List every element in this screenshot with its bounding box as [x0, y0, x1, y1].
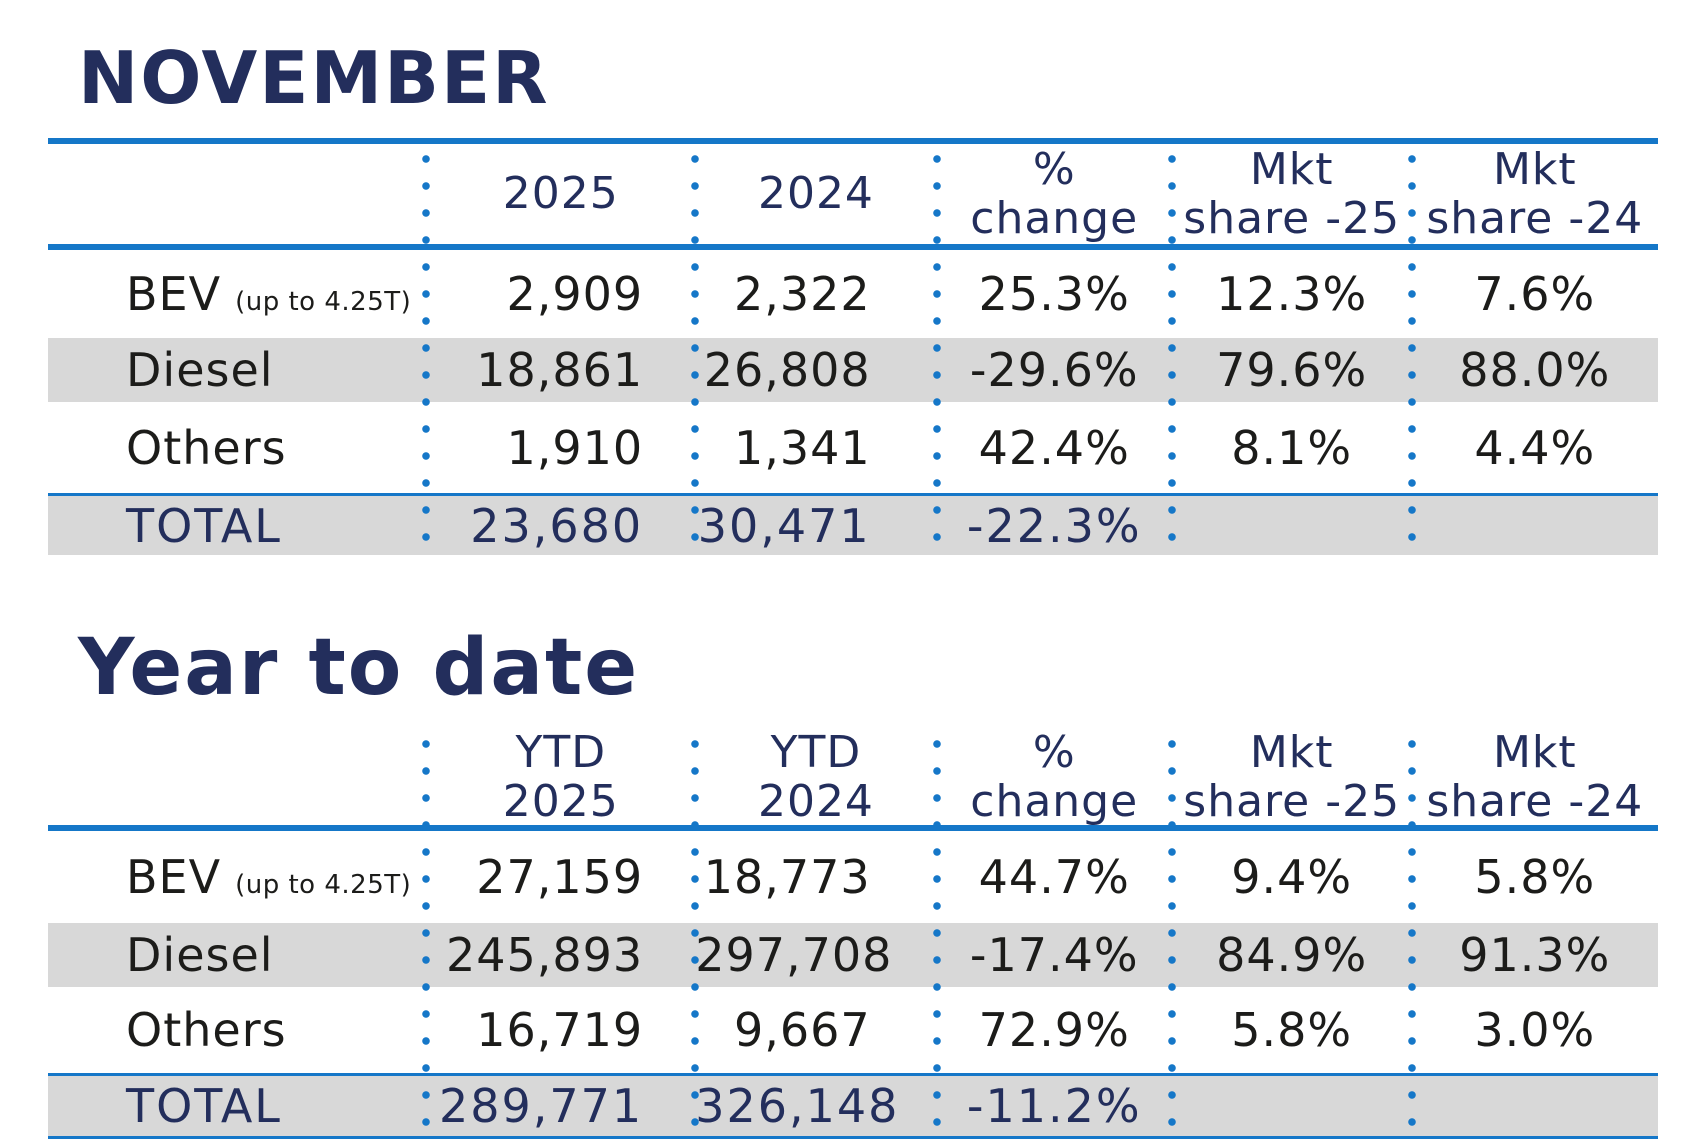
cell-2025: 23,680: [470, 498, 644, 553]
cell-2025: 1,910: [506, 420, 644, 475]
ytd-title: Year to date: [78, 623, 640, 713]
cell-2025: 2,909: [506, 267, 644, 321]
ytd-header-rule: [48, 825, 1658, 831]
cell-2024: 30,471: [697, 498, 871, 553]
cell-ytd-2025: 27,159: [476, 850, 644, 904]
november-table: 2025 2024 % change Mkt share -25 Mkt sha…: [48, 144, 1658, 555]
row-label-bev: BEV (up to 4.25T): [48, 850, 426, 904]
row-label-total: TOTAL: [126, 1079, 282, 1133]
row-label-diesel: Diesel: [126, 928, 274, 982]
cell-pct-change: 25.3%: [978, 267, 1130, 321]
row-label-others: Others: [126, 1003, 287, 1057]
table-row-bev: BEV (up to 4.25T) 2,909 2,322 25.3% 12.3%…: [48, 250, 1658, 338]
cell-pct-change: 44.7%: [978, 850, 1130, 904]
ytd-total-rule: [48, 1073, 1658, 1076]
cell-mkt-share-24: 4.4%: [1474, 420, 1596, 475]
table-row-diesel: Diesel 245,893 297,708 -17.4% 84.9% 91.3…: [48, 923, 1658, 987]
column-header-ytd-2024: YTD 2024: [757, 726, 874, 827]
cell-pct-change: -17.4%: [969, 928, 1139, 982]
cell-mkt-share-25: 12.3%: [1216, 267, 1368, 321]
table-row-others: Others 16,719 9,667 72.9% 5.8% 3.0%: [48, 987, 1658, 1073]
cell-2024: 1,341: [734, 420, 871, 475]
cell-2024: 26,808: [703, 343, 871, 397]
cell-ytd-2024: 326,148: [695, 1079, 900, 1133]
table-row-total: TOTAL 289,771 326,148 -11.2%: [48, 1076, 1658, 1136]
november-title: NOVEMBER: [78, 36, 550, 120]
cell-pct-change: 42.4%: [978, 420, 1130, 475]
column-header-mkt-share-24: Mkt share -24: [1426, 726, 1644, 827]
cell-2024: 2,322: [734, 267, 871, 321]
ytd-section: Year to date YTD 2025 YTD 2024 % change …: [48, 629, 1658, 1139]
november-header-rule: [48, 244, 1658, 250]
ytd-header-row: YTD 2025 YTD 2024 % change Mkt share -25…: [48, 726, 1658, 827]
cell-mkt-share-25: 79.6%: [1216, 343, 1368, 397]
cell-mkt-share-25: 5.8%: [1231, 1003, 1353, 1057]
table-row-bev: BEV (up to 4.25T) 27,159 18,773 44.7% 9.4…: [48, 831, 1658, 923]
cell-ytd-2024: 9,667: [734, 1003, 871, 1057]
cell-pct-change: -11.2%: [966, 1079, 1142, 1133]
column-header-mkt-share-25: Mkt share -25: [1183, 143, 1401, 244]
november-section: NOVEMBER 2025 2024 % change Mkt share -2…: [48, 42, 1658, 555]
table-row-diesel: Diesel 18,861 26,808 -29.6% 79.6% 88.0%: [48, 338, 1658, 402]
november-total-rule: [48, 493, 1658, 496]
cell-mkt-share-24: 91.3%: [1459, 928, 1611, 982]
row-label-subtext: (up to 4.25T): [235, 870, 412, 900]
table-row-others: Others 1,910 1,341 42.4% 8.1% 4.4%: [48, 402, 1658, 493]
cell-mkt-share-25: 9.4%: [1231, 850, 1353, 904]
row-label-diesel: Diesel: [126, 343, 274, 397]
cell-ytd-2025: 245,893: [445, 928, 644, 982]
column-header-2025: 2025: [502, 168, 619, 220]
cell-pct-change: -29.6%: [969, 343, 1139, 397]
column-header-pct-change: % change: [970, 143, 1139, 244]
row-label-subtext: (up to 4.25T): [235, 287, 412, 317]
column-header-ytd-2025: YTD 2025: [502, 726, 619, 827]
row-label-text: BEV: [126, 267, 222, 321]
cell-mkt-share-25: 84.9%: [1216, 928, 1368, 982]
cell-ytd-2025: 16,719: [476, 1003, 644, 1057]
table-row-total: TOTAL 23,680 30,471 -22.3%: [48, 496, 1658, 555]
row-label-bev: BEV (up to 4.25T): [48, 267, 426, 321]
column-header-pct-change: % change: [970, 726, 1139, 827]
cell-mkt-share-25: 8.1%: [1231, 420, 1353, 475]
column-header-mkt-share-24: Mkt share -24: [1426, 143, 1644, 244]
cell-pct-change: 72.9%: [978, 1003, 1130, 1057]
row-label-text: BEV: [126, 850, 222, 904]
november-header-row: 2025 2024 % change Mkt share -25 Mkt sha…: [48, 144, 1658, 244]
cell-ytd-2024: 297,708: [695, 928, 893, 982]
cell-mkt-share-24: 88.0%: [1459, 343, 1611, 397]
ytd-bottom-rule: [48, 1136, 1658, 1139]
cell-pct-change: -22.3%: [966, 498, 1142, 553]
cell-mkt-share-24: 7.6%: [1474, 267, 1596, 321]
november-top-rule: [48, 138, 1658, 144]
ytd-table: YTD 2025 YTD 2024 % change Mkt share -25…: [48, 726, 1658, 1139]
row-label-total: TOTAL: [126, 498, 282, 553]
cell-ytd-2025: 289,771: [438, 1079, 644, 1133]
cell-mkt-share-24: 5.8%: [1474, 850, 1596, 904]
column-header-2024: 2024: [757, 168, 874, 220]
cell-mkt-share-24: 3.0%: [1474, 1003, 1596, 1057]
column-header-mkt-share-25: Mkt share -25: [1183, 726, 1401, 827]
row-label-others: Others: [126, 420, 287, 475]
cell-2025: 18,861: [476, 343, 644, 397]
cell-ytd-2024: 18,773: [703, 850, 871, 904]
